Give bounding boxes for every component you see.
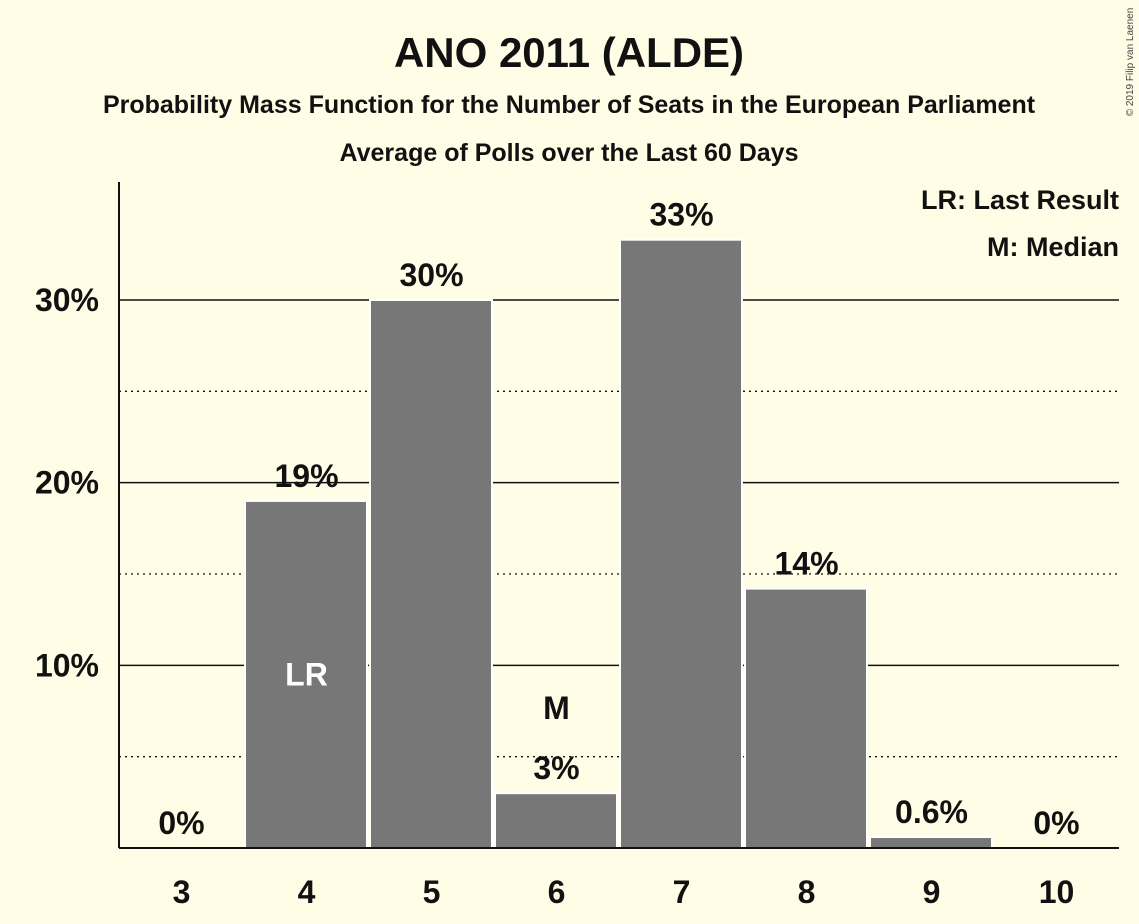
x-tick-label: 7	[673, 874, 691, 910]
legend: LR: Last Result M: Median	[921, 180, 1125, 267]
bar-value-label: 3%	[533, 750, 579, 786]
bar-value-label: 0%	[1033, 805, 1079, 841]
x-tick-label: 9	[923, 874, 941, 910]
legend-entry: LR: Last Result	[921, 185, 1119, 215]
x-tick-label: 6	[548, 874, 566, 910]
y-tick-label: 20%	[35, 465, 99, 501]
marker-label-lr: LR	[285, 656, 328, 692]
bar	[619, 238, 743, 850]
bar-value-label: 33%	[649, 197, 713, 233]
marker-label-m: M	[543, 690, 570, 726]
bar-value-label: 14%	[774, 546, 838, 582]
x-tick-label: 8	[798, 874, 816, 910]
legend-entry: M: Median	[987, 232, 1119, 262]
chart-subtitle: Probability Mass Function for the Number…	[103, 91, 1036, 119]
bar-value-label: 0%	[158, 805, 204, 841]
y-tick-label: 30%	[35, 282, 99, 318]
x-tick-label: 3	[173, 874, 191, 910]
chart-subtitle-2: Average of Polls over the Last 60 Days	[340, 139, 799, 167]
chart-title: ANO 2011 (ALDE)	[394, 29, 744, 76]
bar-value-label: 0.6%	[895, 794, 968, 830]
y-tick-label: 10%	[35, 647, 99, 683]
bar-value-label: 19%	[274, 458, 338, 494]
x-tick-label: 10	[1039, 874, 1075, 910]
legend-background	[930, 227, 1125, 267]
x-tick-label: 5	[423, 874, 441, 910]
axes: 10% 20% 30% 3 4 5 6 7 8 9 10	[35, 182, 1119, 910]
bar-labels: 0% 19% 30% 3% 33% 14% 0.6% 0% LR M	[158, 197, 1079, 841]
bar	[244, 499, 368, 849]
copyright-notice: © 2019 Filip van Laenen	[1125, 8, 1136, 117]
legend-background	[930, 180, 1125, 220]
bar	[869, 836, 993, 849]
bar	[494, 792, 618, 850]
bar	[369, 299, 493, 849]
x-tick-label: 4	[298, 874, 316, 910]
bar-value-label: 30%	[399, 257, 463, 293]
bar	[744, 587, 868, 849]
